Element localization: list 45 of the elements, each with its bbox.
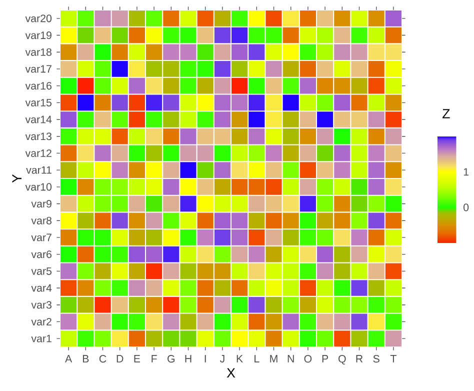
y-tick-label: var2 [31, 318, 52, 326]
y-tick-label: var8 [31, 216, 52, 224]
y-tick-label: var9 [31, 200, 52, 208]
y-tick-label: var17 [25, 65, 52, 73]
y-tick-label: var18 [25, 48, 52, 56]
y-tick-label: var14 [25, 116, 52, 124]
x-tick-label: A [65, 355, 72, 362]
y-tick-label: var20 [25, 14, 52, 22]
y-tick-label: var11 [26, 166, 52, 174]
x-tick-label: J [220, 355, 224, 362]
y-tick-label: var1 [31, 334, 52, 342]
x-tick-label: L [254, 355, 260, 362]
y-tick-label: var10 [25, 183, 52, 191]
x-tick-label: F [152, 355, 157, 362]
y-tick-label: var12 [25, 149, 52, 157]
x-tick-label: Q [338, 355, 346, 364]
y-tick-label: var3 [31, 301, 52, 309]
y-tick-label: var16 [25, 82, 52, 90]
x-tick-label: G [168, 355, 175, 363]
y-tick-label: var7 [31, 234, 52, 242]
color-bar-label: 1 [464, 168, 469, 176]
x-tick-label: O [304, 355, 312, 363]
color-bar-title: Z [442, 109, 450, 118]
x-tick-label: K [236, 355, 243, 362]
x-tick-label: T [390, 355, 396, 362]
x-tick-label: D [116, 355, 124, 362]
y-tick-label: var6 [31, 250, 52, 258]
x-tick-label: M [270, 355, 278, 362]
x-tick-label: E [134, 355, 140, 362]
color-bar-label: 0 [464, 204, 469, 212]
y-tick-label: var13 [25, 132, 52, 140]
x-tick-label: N [288, 355, 294, 362]
x-tick-label: I [204, 355, 206, 362]
x-axis-title: X [226, 368, 236, 378]
y-tick-label: var19 [25, 31, 52, 40]
y-tick-label: var15 [25, 98, 52, 106]
x-tick-label: B [82, 355, 89, 362]
y-tick-label: var5 [31, 267, 52, 275]
x-tick-label: C [99, 355, 106, 363]
y-axis-title: Y [12, 174, 22, 183]
y-tick-label: var4 [31, 284, 52, 292]
x-tick-label: H [185, 355, 192, 362]
x-tick-label: R [356, 355, 363, 362]
x-tick-label: P [322, 355, 328, 362]
x-tick-label: S [373, 355, 380, 363]
